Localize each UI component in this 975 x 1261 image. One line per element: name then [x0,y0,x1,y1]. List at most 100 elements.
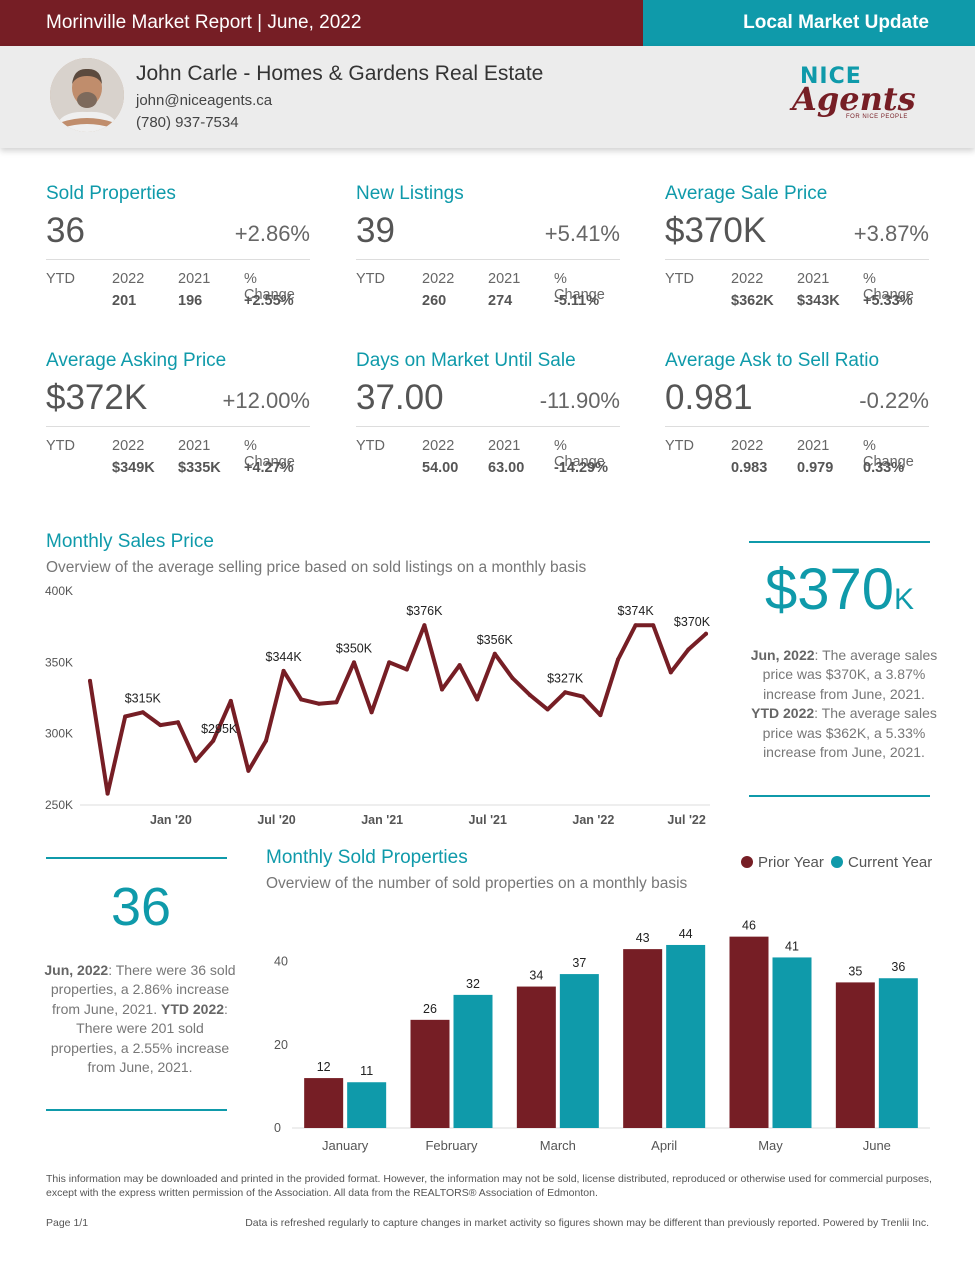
footer-page: Page 1/1 [46,1217,89,1229]
stat-value: 37.00 [356,378,444,417]
bar [772,957,812,1128]
line-point [686,647,691,652]
sales-price-summary-text1: : The average sales price was $370K, a 3… [762,647,938,702]
bar [410,1019,450,1128]
line-point [140,710,145,715]
stat-ytd-2022: 260 [422,293,447,309]
agent-phone[interactable]: (780) 937-7534 [136,114,239,131]
line-point [176,720,180,725]
stat-block: Average Sale Price $370K +3.87% YTD 2022 2021… [665,183,929,309]
line-point [299,697,304,702]
stat-col-2022: 2022 [731,271,764,287]
stat-block: Sold Properties 36 +2.86% YTD 2022 2021 % Chan… [46,183,310,309]
stat-divider [356,426,620,427]
bar-value-label: 44 [679,927,693,941]
line-point [211,738,216,743]
sales-price-top-rule [749,541,930,543]
bar [347,1082,387,1128]
report-title: Morinville Market Report | June, 2022 [0,0,643,46]
stat-change: +5.41% [544,221,620,246]
stat-col-2021: 2021 [488,271,521,287]
line-point [281,668,286,673]
sales-price-summary-head2: YTD 2022 [751,705,815,722]
agent-email[interactable]: john@niceagents.ca [136,92,273,109]
line-point [528,693,532,698]
sold-props-summary-text2: : There were 201 sold properties, a 2.55… [50,1000,230,1076]
bar [878,978,918,1128]
stat-ytd-2021: $343K [797,293,840,309]
stat-ytd-label: YTD [665,271,694,287]
bar-value-label: 46 [742,920,756,933]
sales-price-big-value: $370K [749,556,930,623]
bar-value-label: 26 [423,1002,437,1016]
stat-col-2022: 2022 [731,438,764,454]
line-data-label: $374K [618,604,655,618]
stat-ytd-change: +4.27% [244,460,294,476]
stat-change: +2.86% [234,221,310,246]
stat-col-change: % Change [554,271,605,303]
y-tick-label: 400K [45,584,73,598]
line-point [158,723,163,728]
stat-col-change: % Change [554,438,605,470]
line-point [545,707,550,712]
stat-ytd-change: +2.55% [244,293,294,309]
line-point [668,670,673,675]
line-data-label: $344K [266,650,303,664]
stat-ytd-label: YTD [356,438,385,454]
stat-divider [46,426,310,427]
stat-change: +12.00% [222,388,310,413]
x-tick-label: Jan '22 [572,813,614,827]
stat-title: Average Ask to Sell Ratio [665,350,880,371]
agent-avatar [50,58,124,132]
line-point [457,663,462,668]
nice-agents-logo: NICE Agents FOR NICE PEOPLE [790,64,916,126]
legend-current-year-label: Current Year [848,854,933,871]
sales-price-subtitle: Overview of the average selling price ba… [46,559,587,576]
stat-divider [665,426,929,427]
bar [559,974,599,1128]
stat-ytd-change: -14.29% [554,460,609,476]
sold-props-summary-head2: YTD 2022 [161,1000,225,1017]
line-point [105,791,110,796]
stat-col-change: % Change [863,438,914,470]
sold-props-chart: 0 20 40 12 11 January 26 32 February 34 37 March 43 4… [274,920,930,1153]
x-tick-label: Jul '21 [469,813,507,827]
line-point [228,698,233,703]
stat-change: -11.90% [539,388,620,413]
bar-category-label: January [322,1138,369,1153]
stat-title: Days on Market Until Sale [356,350,576,371]
stat-col-2022: 2022 [422,271,455,287]
stat-title: Average Asking Price [46,350,227,371]
bar-category-label: February [425,1138,478,1153]
y-tick-label: 350K [45,655,73,669]
sales-price-summary-head1: Jun, 2022 [750,647,815,663]
stat-change: -0.22% [859,388,929,413]
stat-ytd-label: YTD [356,271,385,287]
line-data-label: $356K [477,633,514,647]
line-point [580,694,585,699]
sold-props-summary-text1: : There were 36 sold properties, a 2.86%… [50,962,236,1017]
footer-disclaimer: This information may be downloaded and p… [46,1173,932,1199]
sales-price-summary-text2: : The average sales price was $362K, a 5… [762,705,937,761]
stat-block: New Listings 39 +5.41% YTD 2022 2021 % Change 2… [356,183,620,309]
x-tick-label: Jul '20 [257,813,295,827]
prior-year-dot-icon [741,856,753,868]
agent-photo-icon [50,58,124,132]
logo-tagline: FOR NICE PEOPLE [846,114,908,120]
stat-col-2022: 2022 [112,438,145,454]
sold-props-summary-head1: Jun, 2022 [44,962,109,978]
stat-ytd-label: YTD [46,271,75,287]
stat-divider [665,259,929,260]
stat-ytd-2021: 196 [178,293,203,309]
stat-ytd-2022: 201 [112,293,137,309]
bar-category-label: May [758,1138,783,1153]
bar-value-label: 41 [785,939,799,953]
line-point [563,690,568,695]
bar-y-tick-label: 40 [274,955,288,969]
bar-value-label: 32 [466,977,480,991]
line-point [316,701,321,706]
stat-value: $370K [665,211,767,250]
bar-value-label: 12 [317,1060,331,1074]
sold-props-top-rule [46,857,227,859]
line-point [404,667,409,672]
